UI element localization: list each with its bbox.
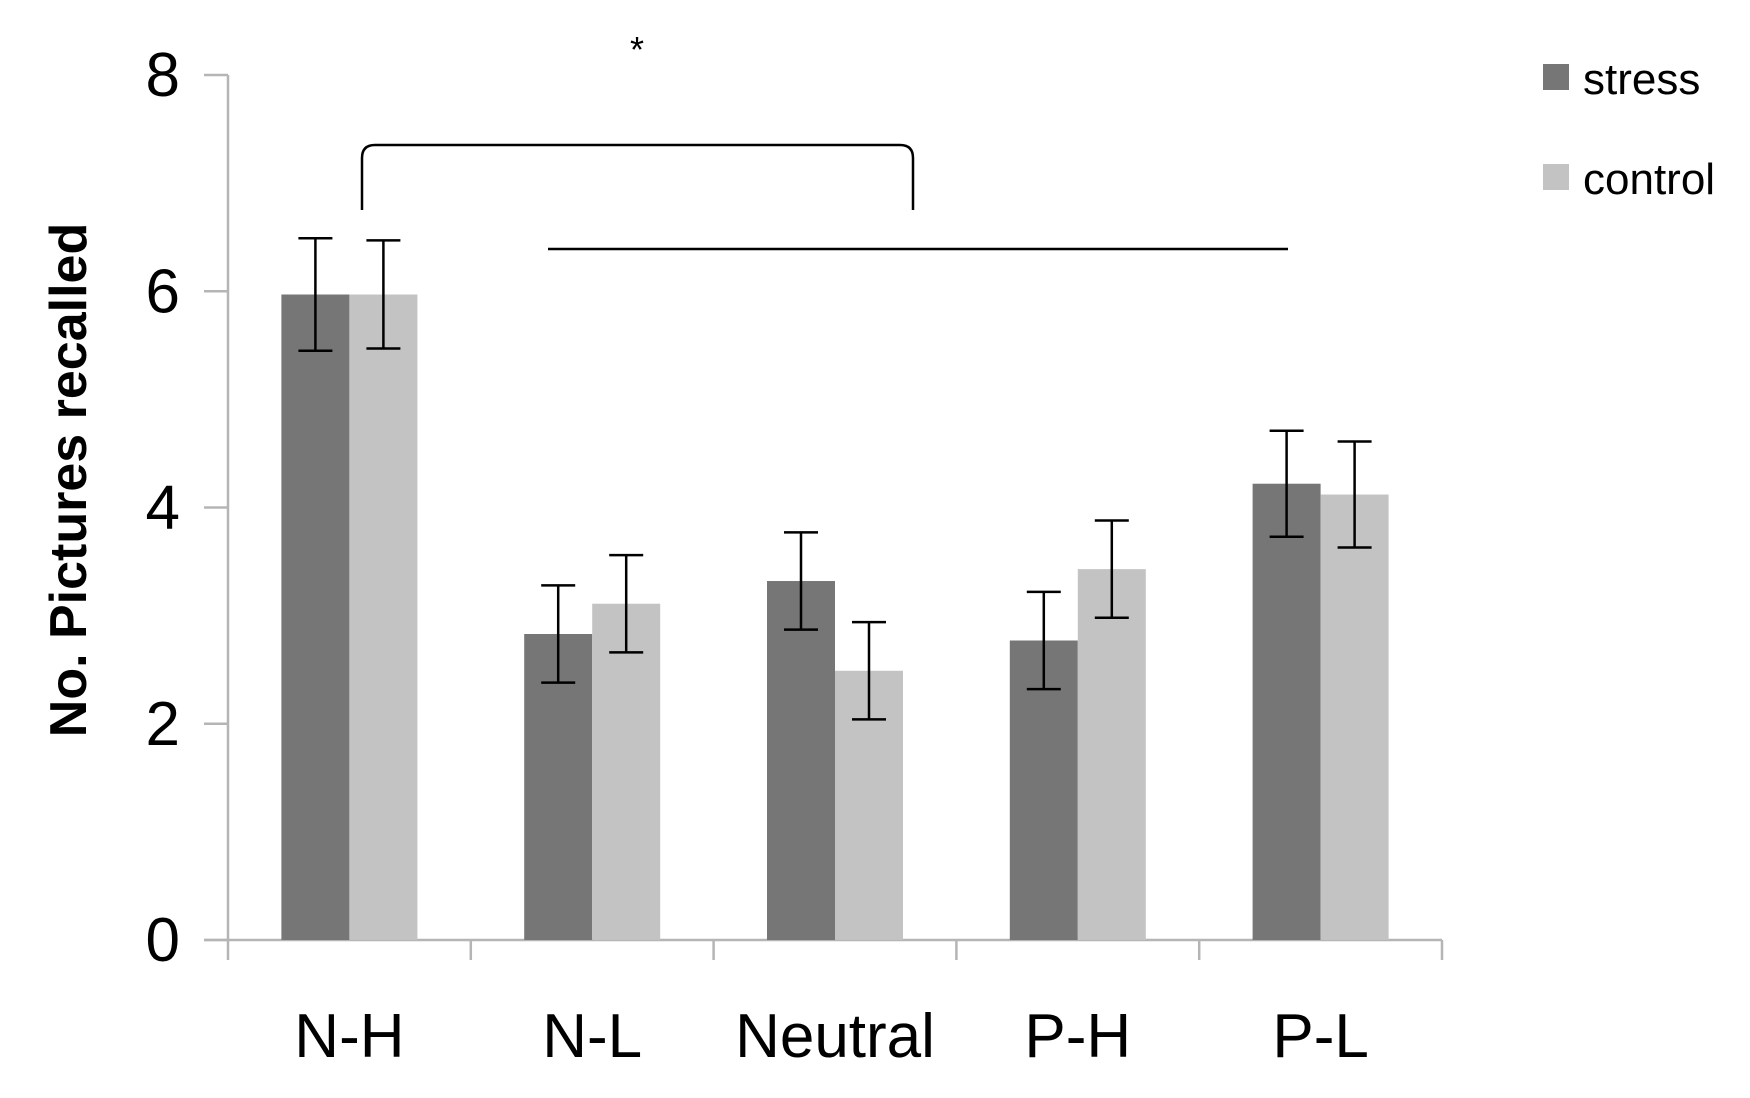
y-tick-label: 4 xyxy=(146,474,180,543)
significance-bracket xyxy=(360,143,915,210)
legend-swatch-stress xyxy=(1543,64,1569,90)
bar-control-n-h xyxy=(349,294,418,940)
legend-label-stress: stress xyxy=(1583,55,1700,104)
bar-control-n-l xyxy=(592,603,661,940)
y-tick-label: 0 xyxy=(146,906,180,975)
legend-label-control: control xyxy=(1583,155,1715,204)
bar-stress-n-h xyxy=(281,294,350,940)
y-tick-label: 2 xyxy=(146,690,180,759)
bar-stress-p-l xyxy=(1252,483,1321,940)
bar-stress-n-l xyxy=(524,634,593,940)
error-bars xyxy=(298,237,1372,721)
bar-control-p-h xyxy=(1077,569,1146,940)
significance-marker: * xyxy=(630,29,644,70)
x-category-label: Neutral xyxy=(735,1002,935,1071)
x-category-label: N-H xyxy=(294,1002,404,1071)
y-tick-label: 6 xyxy=(146,257,180,326)
significance-annotation: * xyxy=(360,29,1288,251)
y-axis-title: No. Pictures recalled xyxy=(40,223,98,737)
legend: stress control xyxy=(1543,55,1715,204)
axes: 0 2 4 6 8 N-H N-L Neutral P-H P-L xyxy=(146,41,1444,1071)
legend-swatch-control xyxy=(1543,164,1569,190)
x-category-label: N-L xyxy=(542,1002,642,1071)
x-category-label: P-L xyxy=(1272,1002,1368,1071)
bar-stress-neutral xyxy=(767,581,835,940)
bar-control-p-l xyxy=(1320,494,1389,940)
x-category-label: P-H xyxy=(1024,1002,1131,1071)
bar-stress-p-h xyxy=(1009,640,1078,940)
y-tick-label: 8 xyxy=(146,41,180,110)
bars xyxy=(281,294,1389,940)
